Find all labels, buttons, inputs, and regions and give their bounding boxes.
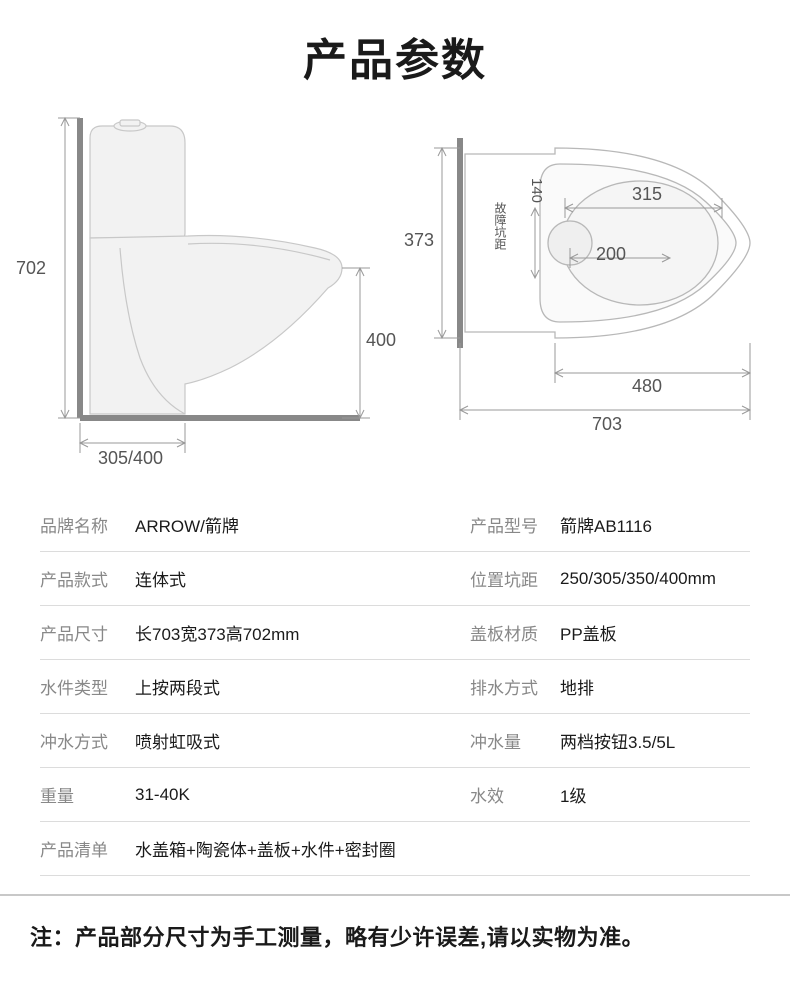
spec-value: 地排 xyxy=(560,674,750,699)
spec-row: 产品清单水盖箱+陶瓷体+盖板+水件+密封圈 xyxy=(40,822,750,876)
spec-value: 箭牌AB1116 xyxy=(560,512,750,537)
spec-row: 品牌名称ARROW/箭牌产品型号箭牌AB1116 xyxy=(40,498,750,552)
spec-label: 冲水方式 xyxy=(40,728,135,753)
dim-inner-315: 315 xyxy=(632,184,662,205)
footer-note: 注：产品部分尺寸为手工测量，略有少许误差,请以实物为准。 xyxy=(0,894,790,952)
spec-row: 产品尺寸长703宽373高702mm盖板材质PP盖板 xyxy=(40,606,750,660)
spec-label: 水件类型 xyxy=(40,674,135,699)
spec-label: 盖板材质 xyxy=(470,620,560,645)
note-text: 产品部分尺寸为手工测量，略有少许误差,请以实物为准。 xyxy=(75,925,644,950)
spec-value: 1级 xyxy=(560,782,750,807)
spec-value: 水盖箱+陶瓷体+盖板+水件+密封圈 xyxy=(135,836,750,861)
spec-value: 长703宽373高702mm xyxy=(135,620,470,645)
spec-label: 重量 xyxy=(40,782,135,807)
spec-value: 连体式 xyxy=(135,566,470,591)
spec-row: 水件类型上按两段式排水方式地排 xyxy=(40,660,750,714)
spec-row: 冲水方式喷射虹吸式冲水量两档按钮3.5/5L xyxy=(40,714,750,768)
spec-label: 排水方式 xyxy=(470,674,560,699)
spec-label: 产品型号 xyxy=(470,512,560,537)
dim-seat-height-400: 400 xyxy=(366,330,396,351)
side-view-diagram: 702 400 305/400 xyxy=(20,98,390,478)
spec-value: 250/305/350/400mm xyxy=(560,569,750,589)
spec-value: 31-40K xyxy=(135,785,470,805)
dim-total-length-703: 703 xyxy=(592,414,622,435)
dim-height-702: 702 xyxy=(16,258,46,279)
spec-value: 喷射虹吸式 xyxy=(135,728,470,753)
spec-label: 产品款式 xyxy=(40,566,135,591)
dimension-diagrams: 702 400 305/400 xyxy=(0,98,790,478)
spec-row: 产品款式连体式位置坑距250/305/350/400mm xyxy=(40,552,750,606)
dim-bowl-length-480: 480 xyxy=(632,376,662,397)
spec-table: 品牌名称ARROW/箭牌产品型号箭牌AB1116产品款式连体式位置坑距250/3… xyxy=(40,498,750,876)
spec-value: 上按两段式 xyxy=(135,674,470,699)
spec-label: 水效 xyxy=(470,782,560,807)
spec-value: ARROW/箭牌 xyxy=(135,512,470,537)
spec-label: 产品清单 xyxy=(40,836,135,861)
spec-value: PP盖板 xyxy=(560,620,750,645)
dim-drain-vertical-text: 故障坑距 xyxy=(492,202,509,250)
spec-value: 两档按钮3.5/5L xyxy=(560,728,750,753)
spec-label: 位置坑距 xyxy=(470,566,560,591)
dim-pit-305-400: 305/400 xyxy=(98,448,163,469)
dim-drain-140: 140 xyxy=(528,178,545,203)
side-view-svg xyxy=(20,98,390,478)
dim-drain-200: 200 xyxy=(596,244,626,265)
note-prefix: 注： xyxy=(30,925,75,950)
spec-label: 品牌名称 xyxy=(40,512,135,537)
spec-label: 产品尺寸 xyxy=(40,620,135,645)
top-view-diagram: 373 315 200 140 故障坑距 480 703 xyxy=(410,98,770,478)
spec-row: 重量31-40K水效1级 xyxy=(40,768,750,822)
dim-width-373: 373 xyxy=(404,230,434,251)
page-title: 产品参数 xyxy=(0,0,790,98)
spec-label: 冲水量 xyxy=(470,728,560,753)
top-view-svg xyxy=(410,98,770,478)
